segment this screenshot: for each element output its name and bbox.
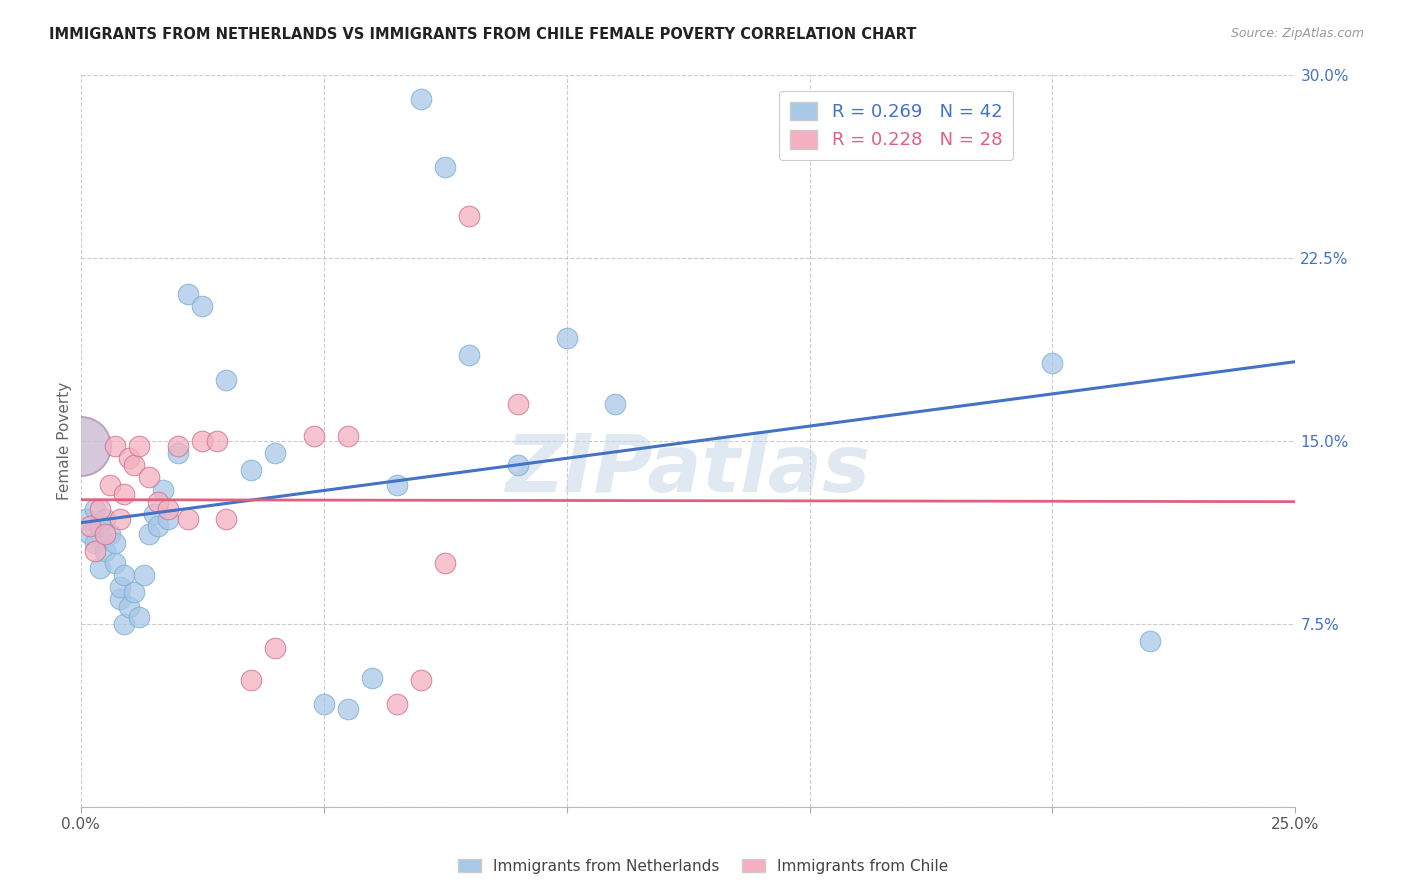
- Point: [166, 439, 188, 453]
- Point: [138, 526, 160, 541]
- Point: [79, 519, 101, 533]
- Point: [132, 568, 155, 582]
- Point: [458, 209, 481, 223]
- Point: [1139, 634, 1161, 648]
- Point: [264, 446, 287, 460]
- Point: [385, 477, 408, 491]
- Point: [361, 671, 384, 685]
- Text: IMMIGRANTS FROM NETHERLANDS VS IMMIGRANTS FROM CHILE FEMALE POVERTY CORRELATION : IMMIGRANTS FROM NETHERLANDS VS IMMIGRANT…: [49, 27, 917, 42]
- Point: [409, 673, 432, 687]
- Point: [84, 543, 107, 558]
- Point: [79, 526, 101, 541]
- Point: [112, 568, 135, 582]
- Text: Source: ZipAtlas.com: Source: ZipAtlas.com: [1230, 27, 1364, 40]
- Point: [148, 519, 170, 533]
- Point: [215, 512, 238, 526]
- Point: [104, 536, 127, 550]
- Point: [239, 463, 262, 477]
- Point: [336, 429, 359, 443]
- Point: [215, 373, 238, 387]
- Point: [1042, 356, 1064, 370]
- Point: [122, 458, 145, 472]
- Point: [118, 599, 141, 614]
- Point: [506, 397, 529, 411]
- Point: [605, 397, 627, 411]
- Point: [69, 439, 91, 453]
- Point: [108, 512, 131, 526]
- Point: [104, 439, 127, 453]
- Point: [409, 92, 432, 106]
- Point: [108, 580, 131, 594]
- Point: [98, 526, 121, 541]
- Point: [312, 698, 335, 712]
- Point: [89, 560, 111, 574]
- Point: [205, 434, 228, 448]
- Point: [506, 458, 529, 472]
- Point: [176, 512, 198, 526]
- Point: [112, 616, 135, 631]
- Point: [108, 592, 131, 607]
- Point: [434, 161, 457, 175]
- Legend: Immigrants from Netherlands, Immigrants from Chile: Immigrants from Netherlands, Immigrants …: [451, 853, 955, 880]
- Point: [138, 470, 160, 484]
- Point: [69, 439, 91, 453]
- Point: [157, 502, 180, 516]
- Point: [191, 300, 214, 314]
- Point: [166, 446, 188, 460]
- Y-axis label: Female Poverty: Female Poverty: [58, 382, 72, 500]
- Point: [122, 585, 145, 599]
- Point: [94, 526, 117, 541]
- Point: [152, 483, 174, 497]
- Point: [142, 507, 165, 521]
- Point: [84, 536, 107, 550]
- Point: [458, 348, 481, 362]
- Point: [239, 673, 262, 687]
- Text: ZIPatlas: ZIPatlas: [506, 431, 870, 509]
- Point: [302, 429, 325, 443]
- Point: [75, 512, 97, 526]
- Point: [128, 609, 150, 624]
- Point: [336, 702, 359, 716]
- Point: [94, 543, 117, 558]
- Point: [112, 487, 135, 501]
- Point: [98, 477, 121, 491]
- Point: [264, 641, 287, 656]
- Point: [84, 502, 107, 516]
- Point: [94, 512, 117, 526]
- Point: [104, 556, 127, 570]
- Point: [176, 287, 198, 301]
- Point: [434, 556, 457, 570]
- Point: [157, 512, 180, 526]
- Point: [385, 698, 408, 712]
- Point: [89, 519, 111, 533]
- Point: [148, 495, 170, 509]
- Point: [555, 331, 578, 345]
- Point: [191, 434, 214, 448]
- Point: [128, 439, 150, 453]
- Point: [118, 450, 141, 465]
- Legend: R = 0.269   N = 42, R = 0.228   N = 28: R = 0.269 N = 42, R = 0.228 N = 28: [779, 91, 1014, 161]
- Point: [89, 502, 111, 516]
